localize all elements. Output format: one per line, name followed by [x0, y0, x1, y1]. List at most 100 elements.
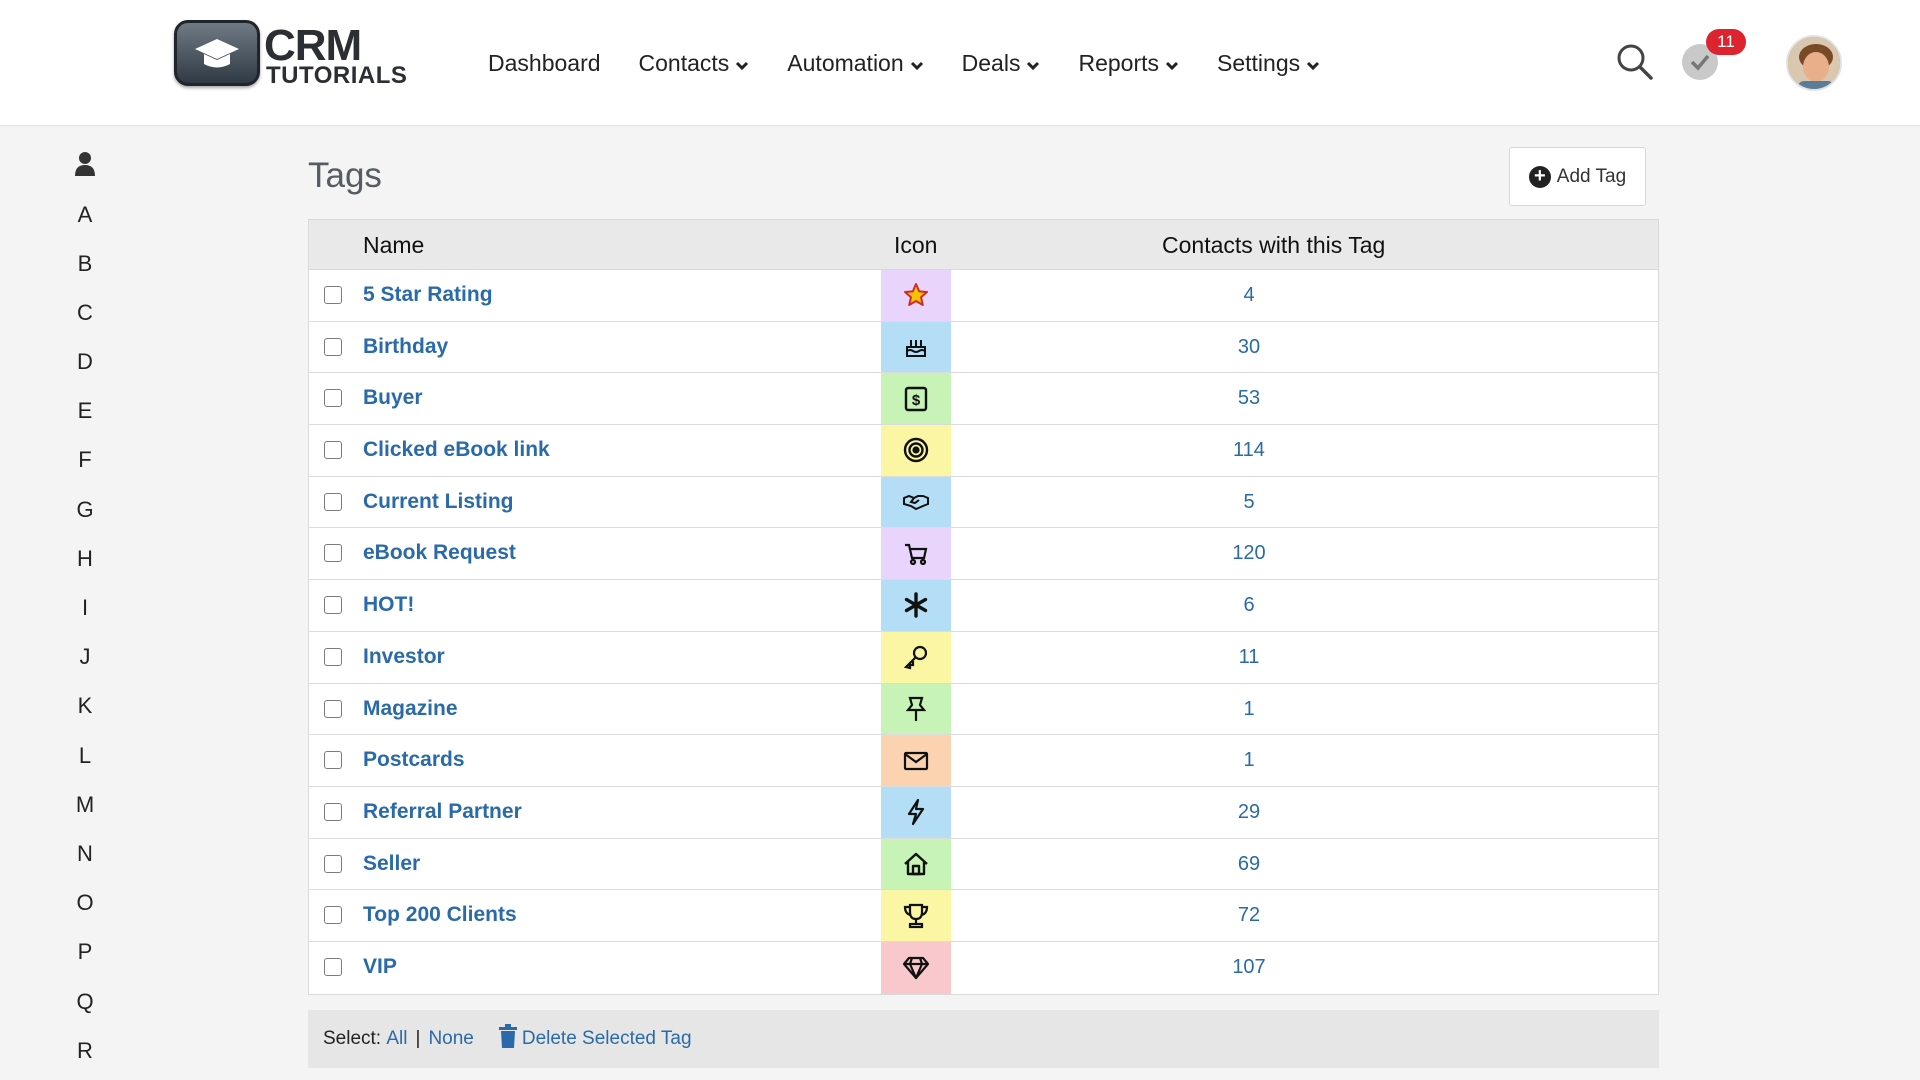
row-checkbox[interactable]: [324, 492, 342, 511]
alphabet-letter-i[interactable]: I: [81, 595, 89, 620]
row-checkbox[interactable]: [324, 751, 342, 770]
delete-selected-tag-button[interactable]: Delete Selected Tag: [498, 1024, 692, 1054]
tag-name-link[interactable]: VIP: [363, 954, 397, 978]
tag-name-link[interactable]: Top 200 Clients: [363, 903, 517, 927]
row-checkbox[interactable]: [324, 389, 342, 408]
tag-name-link[interactable]: Magazine: [363, 696, 458, 720]
alphabet-letter-r[interactable]: R: [77, 1038, 93, 1063]
table-row: Seller 69: [309, 838, 1658, 891]
select-none-link[interactable]: None: [428, 1028, 474, 1049]
alphabet-letter-p[interactable]: P: [77, 939, 93, 964]
top-header: CRM TUTORIALS Dashboard Contacts Automat…: [0, 0, 1920, 126]
tag-name-link[interactable]: Current Listing: [363, 489, 514, 513]
search-icon[interactable]: [1616, 43, 1654, 86]
tag-name-link[interactable]: Birthday: [363, 334, 449, 358]
tag-contact-count[interactable]: 107: [1232, 955, 1266, 978]
tag-name-link[interactable]: Seller: [363, 851, 421, 875]
alphabet-letter-o[interactable]: O: [76, 890, 94, 915]
table-row: Birthday 30: [309, 321, 1658, 374]
row-checkbox[interactable]: [324, 441, 342, 460]
table-row: VIP 107: [309, 941, 1658, 994]
tag-name-link[interactable]: Investor: [363, 644, 445, 668]
nav-settings[interactable]: Settings: [1217, 48, 1320, 78]
chevron-down-icon: [910, 48, 924, 78]
tag-name-link[interactable]: eBook Request: [363, 541, 516, 565]
row-checkbox[interactable]: [324, 957, 342, 976]
person-icon[interactable]: [75, 152, 95, 181]
alphabet-letter-b[interactable]: B: [77, 251, 93, 276]
select-all-link[interactable]: All: [386, 1028, 408, 1049]
tag-contact-count[interactable]: 5: [1243, 490, 1255, 513]
alphabet-letter-d[interactable]: D: [77, 349, 93, 374]
tag-contact-count[interactable]: 114: [1233, 439, 1265, 462]
alphabet-letter-c[interactable]: C: [77, 300, 93, 325]
alphabet-letter-a[interactable]: A: [77, 202, 93, 227]
table-row: Magazine 1: [309, 683, 1658, 736]
alphabet-letter-n[interactable]: N: [77, 841, 93, 866]
nav-dashboard[interactable]: Dashboard: [488, 48, 601, 78]
tag-contact-count[interactable]: 6: [1243, 594, 1255, 617]
tag-contact-count[interactable]: 30: [1237, 335, 1261, 358]
nav-reports[interactable]: Reports: [1078, 48, 1179, 78]
row-checkbox[interactable]: [324, 544, 342, 563]
logo-text-secondary: TUTORIALS: [266, 62, 408, 89]
alphabet-letter-l[interactable]: L: [78, 743, 92, 768]
tag-icon-cell: [881, 425, 951, 476]
row-checkbox[interactable]: [324, 647, 342, 666]
pin-icon: [904, 696, 928, 722]
asterisk-icon: [903, 592, 929, 619]
tag-contact-count[interactable]: 53: [1237, 387, 1261, 410]
row-checkbox[interactable]: [324, 854, 342, 873]
nav-automation[interactable]: Automation: [787, 48, 923, 78]
table-row: eBook Request 120: [309, 528, 1658, 581]
crm-tutorials-logo[interactable]: CRM TUTORIALS: [174, 20, 408, 89]
nav-label: Settings: [1217, 50, 1301, 76]
tag-name-link[interactable]: Referral Partner: [363, 799, 522, 823]
alphabet-letter-g[interactable]: G: [76, 497, 94, 522]
alphabet-letter-j[interactable]: J: [79, 644, 91, 669]
trash-icon: [498, 1024, 522, 1054]
alphabet-letter-f[interactable]: F: [78, 447, 92, 472]
nav-label: Reports: [1078, 50, 1160, 76]
tag-contact-count[interactable]: 1: [1243, 697, 1255, 720]
tag-name-link[interactable]: Buyer: [363, 386, 423, 410]
cart-icon: [903, 542, 929, 566]
tag-contact-count[interactable]: 1: [1243, 749, 1255, 772]
row-checkbox[interactable]: [324, 699, 342, 718]
table-row: HOT! 6: [309, 580, 1658, 632]
tag-icon-cell: [881, 528, 951, 580]
tag-name-link[interactable]: HOT!: [363, 593, 415, 617]
tag-icon-cell: [881, 890, 951, 941]
row-checkbox[interactable]: [324, 906, 342, 925]
tag-name-link[interactable]: Postcards: [363, 748, 465, 772]
avatar[interactable]: [1786, 35, 1842, 91]
tag-contact-count[interactable]: 4: [1243, 284, 1255, 306]
nav-label: Automation: [787, 50, 904, 76]
tag-contact-count[interactable]: 72: [1237, 904, 1261, 927]
tag-name-link[interactable]: 5 Star Rating: [363, 283, 493, 306]
table-row: Clicked eBook link 114: [309, 425, 1658, 477]
alphabet-letter-e[interactable]: E: [77, 398, 93, 423]
nav-contacts[interactable]: Contacts: [639, 48, 750, 78]
page-title: Tags: [308, 156, 382, 195]
alphabet-letter-k[interactable]: K: [77, 693, 93, 718]
row-checkbox[interactable]: [324, 286, 342, 304]
tag-contact-count[interactable]: 120: [1232, 542, 1266, 565]
nav-deals[interactable]: Deals: [962, 48, 1041, 78]
key-icon: [903, 644, 929, 670]
alphabet-letter-m[interactable]: M: [75, 792, 95, 817]
alphabet-letter-h[interactable]: H: [77, 546, 93, 571]
tag-name-link[interactable]: Clicked eBook link: [363, 438, 550, 462]
row-checkbox[interactable]: [324, 596, 342, 615]
row-checkbox[interactable]: [324, 337, 342, 356]
tag-contact-count[interactable]: 29: [1237, 800, 1261, 823]
tag-contact-count[interactable]: 69: [1237, 852, 1261, 875]
row-checkbox[interactable]: [324, 802, 342, 821]
column-header-name[interactable]: Name: [363, 232, 425, 258]
tag-contact-count[interactable]: 11: [1238, 645, 1260, 668]
column-header-contacts[interactable]: Contacts with this Tag: [1162, 232, 1386, 258]
notification-badge[interactable]: 11: [1706, 29, 1746, 55]
alphabet-letter-q[interactable]: Q: [76, 989, 94, 1014]
bolt-icon: [905, 799, 927, 826]
add-tag-button[interactable]: + Add Tag: [1509, 147, 1646, 206]
